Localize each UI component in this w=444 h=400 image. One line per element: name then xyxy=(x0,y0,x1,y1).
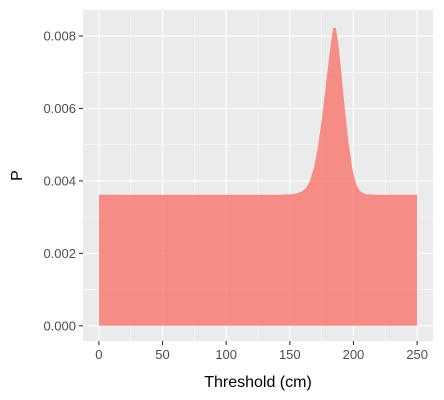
x-tick-label: 0 xyxy=(95,347,102,362)
x-tick-label: 50 xyxy=(155,347,169,362)
y-axis: 0.000 0.002 0.004 0.006 0.008 xyxy=(43,29,83,333)
y-tick-label: 0.000 xyxy=(43,318,76,333)
y-tick-label: 0.002 xyxy=(43,246,76,261)
x-axis: 0 50 100 150 200 250 xyxy=(95,341,428,362)
x-tick-label: 200 xyxy=(343,347,365,362)
density-area xyxy=(98,27,418,326)
y-axis-title: P xyxy=(9,170,26,181)
x-axis-title: Threshold (cm) xyxy=(204,374,312,391)
y-tick-label: 0.008 xyxy=(43,29,76,44)
y-tick-label: 0.006 xyxy=(43,101,76,116)
x-tick-label: 250 xyxy=(406,347,428,362)
x-tick-label: 100 xyxy=(215,347,237,362)
y-tick-label: 0.004 xyxy=(43,173,76,188)
x-tick-label: 150 xyxy=(279,347,301,362)
